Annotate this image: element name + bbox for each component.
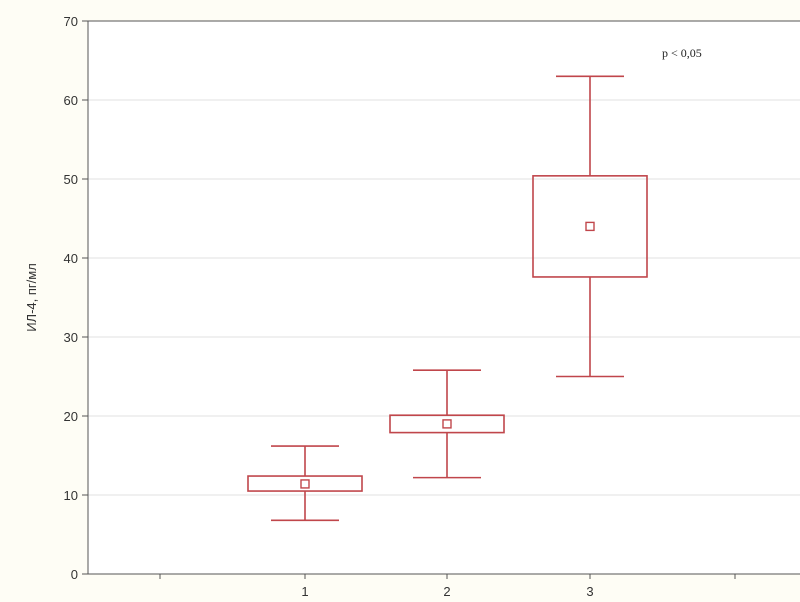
plot-area — [88, 21, 800, 574]
y-tick-label: 70 — [64, 14, 78, 29]
boxes — [247, 75, 648, 522]
center-marker — [585, 221, 595, 232]
x-tick-label: 2 — [443, 584, 450, 599]
y-axis-title: ИЛ-4, пг/мл — [24, 263, 39, 332]
y-tick-label: 60 — [64, 93, 78, 108]
gridlines — [88, 99, 800, 496]
y-tick-label: 10 — [64, 488, 78, 503]
x-tick-label: 1 — [301, 584, 308, 599]
y-tick-label: 40 — [64, 251, 78, 266]
box-rect — [247, 475, 363, 492]
center-marker — [442, 419, 452, 429]
y-tick-label: 20 — [64, 409, 78, 424]
center-marker — [300, 479, 310, 489]
axes: 0 10 20 30 40 50 60 70 1 2 3 — [64, 14, 800, 599]
box-group-3 — [532, 75, 648, 378]
box-group-1 — [247, 445, 363, 522]
x-tick-label: 3 — [586, 584, 593, 599]
y-tick-label: 50 — [64, 172, 78, 187]
box-rect — [532, 175, 648, 278]
y-tick-label: 30 — [64, 330, 78, 345]
p-value-annotation: p < 0,05 — [662, 46, 702, 60]
box-group-2 — [389, 369, 505, 479]
y-tick-label: 0 — [71, 567, 78, 582]
box-rect — [389, 414, 505, 434]
